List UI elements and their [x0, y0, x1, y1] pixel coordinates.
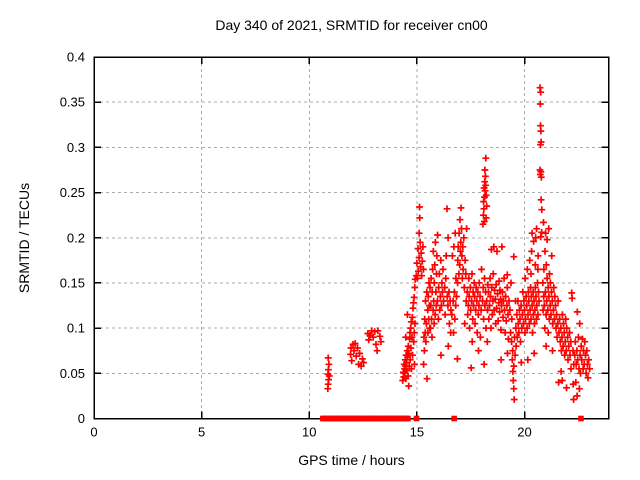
x-tick-label: 20 [517, 425, 531, 440]
x-tick-label: 10 [302, 425, 316, 440]
plot-border [93, 56, 610, 420]
zero-point-marker [578, 415, 584, 422]
y-tick-label: 0 [78, 411, 85, 426]
zero-point-marker [413, 415, 420, 422]
chart-title: Day 340 of 2021, SRMTID for receiver cn0… [215, 17, 488, 33]
y-tick-label: 0.25 [60, 185, 85, 200]
x-tick-label: 5 [198, 425, 205, 440]
x-tick-label: 15 [410, 425, 424, 440]
x-tick-label: 0 [90, 425, 97, 440]
y-tick-label: 0.05 [60, 366, 85, 381]
y-tick-label: 0.1 [67, 321, 85, 336]
zero-point-marker [405, 415, 411, 422]
data-points [324, 84, 593, 403]
y-tick-label: 0.4 [67, 50, 85, 65]
y-tick-label: 0.2 [67, 230, 85, 245]
zero-point-marker [355, 415, 362, 422]
y-tick-label: 0.15 [60, 275, 85, 290]
zero-point-marker [451, 415, 457, 422]
y-tick-label: 0.3 [67, 140, 85, 155]
y-tick-label: 0.35 [60, 95, 85, 110]
x-axis-label: GPS time / hours [298, 452, 405, 468]
